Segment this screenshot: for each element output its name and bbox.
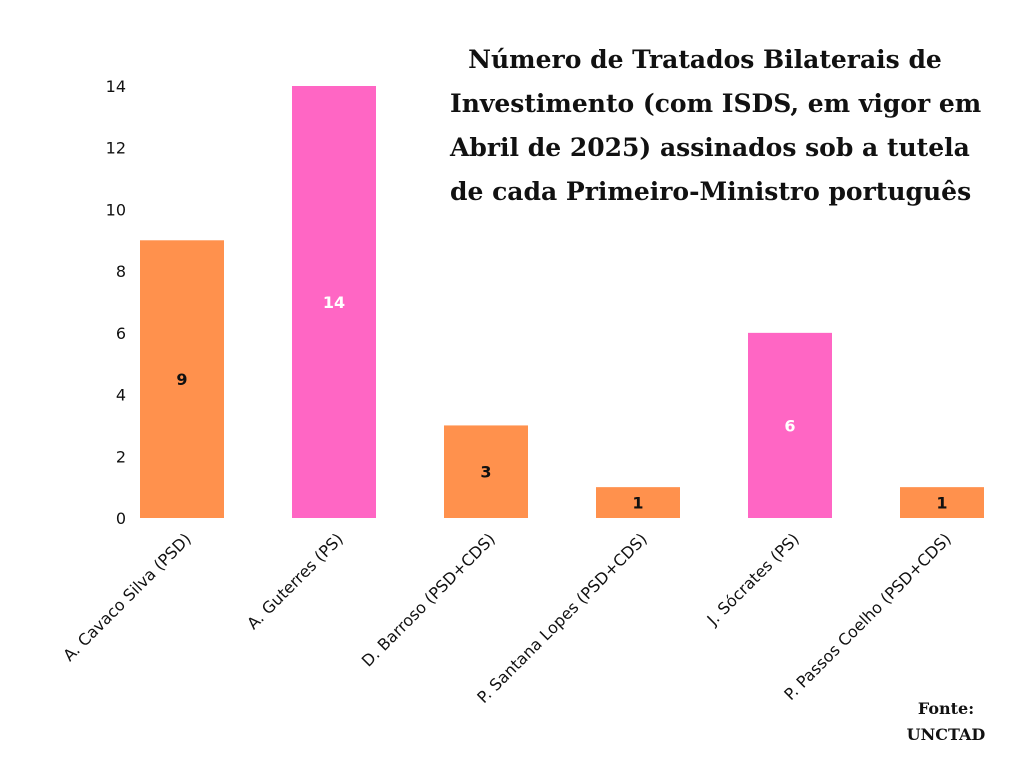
y-tick-label: 14 — [106, 77, 126, 96]
chart-title-line: Número de Tratados Bilaterais de — [468, 45, 942, 74]
bar-value-label: 1 — [936, 494, 947, 513]
y-tick-label: 2 — [116, 447, 126, 466]
x-tick-label: A. Guterres (PS) — [243, 529, 347, 633]
bar-value-label: 3 — [480, 463, 491, 482]
bar-value-label: 9 — [176, 370, 187, 389]
bar — [444, 425, 528, 518]
bar — [292, 86, 376, 518]
y-tick-label: 12 — [106, 139, 126, 158]
x-tick-label: J. Sócrates (PS) — [703, 529, 803, 629]
chart-title: Número de Tratados Bilaterais de Investi… — [450, 38, 982, 214]
chart-title-line: Investimento (com ISDS, em vigor em — [450, 89, 982, 118]
y-tick-label: 4 — [116, 386, 126, 405]
y-tick-label: 6 — [116, 324, 126, 343]
bar — [900, 487, 984, 518]
y-tick-label: 10 — [106, 200, 126, 219]
y-tick-label: 8 — [116, 262, 126, 281]
x-tick-label: P. Passos Coelho (PSD+CDS) — [780, 529, 955, 704]
bar-value-label: 1 — [632, 494, 643, 513]
x-tick-label: A. Cavaco Silva (PSD) — [59, 529, 195, 665]
bars — [140, 86, 984, 519]
y-axis: 0 2 4 6 8 10 12 14 — [106, 77, 126, 528]
chart-title-line: Abril de 2025) assinados sob a tutela — [450, 133, 970, 162]
bar-value-label: 14 — [323, 293, 345, 312]
bar — [596, 487, 680, 518]
source-note: Fonte: UNCTAD — [880, 696, 1012, 748]
bar — [140, 240, 224, 519]
x-tick-label: P. Santana Lopes (PSD+CDS) — [473, 529, 651, 707]
x-axis: A. Cavaco Silva (PSD) A. Guterres (PS) D. … — [59, 529, 955, 707]
y-tick-label: 0 — [116, 509, 126, 528]
chart-title-line: de cada Primeiro-Ministro português — [450, 177, 972, 206]
source-name: UNCTAD — [906, 725, 986, 744]
bar-value-labels: 9 14 3 1 6 1 — [176, 293, 947, 513]
bar-value-label: 6 — [784, 416, 795, 435]
source-label: Fonte: — [917, 699, 975, 718]
x-tick-label: D. Barroso (PSD+CDS) — [358, 529, 499, 670]
bar — [748, 332, 832, 518]
